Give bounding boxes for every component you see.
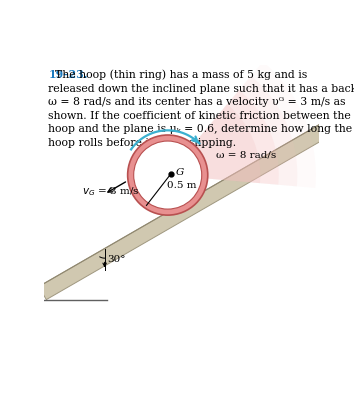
Wedge shape xyxy=(168,62,316,188)
Text: $v_G$ = 3 m/s: $v_G$ = 3 m/s xyxy=(82,185,140,198)
Text: 0.5 m: 0.5 m xyxy=(167,181,196,190)
Text: G: G xyxy=(176,168,184,177)
Text: 30°: 30° xyxy=(107,255,126,264)
Polygon shape xyxy=(39,117,340,300)
Wedge shape xyxy=(168,90,279,185)
Text: 19–23.: 19–23. xyxy=(48,69,88,81)
Wedge shape xyxy=(168,104,260,183)
Text: The hoop (thin ring) has a mass of 5 kg and is
released down the inclined plane : The hoop (thin ring) has a mass of 5 kg … xyxy=(48,69,354,148)
Wedge shape xyxy=(168,76,297,186)
Circle shape xyxy=(134,141,202,209)
Text: ω = 8 rad/s: ω = 8 rad/s xyxy=(216,150,276,159)
Circle shape xyxy=(128,135,208,215)
